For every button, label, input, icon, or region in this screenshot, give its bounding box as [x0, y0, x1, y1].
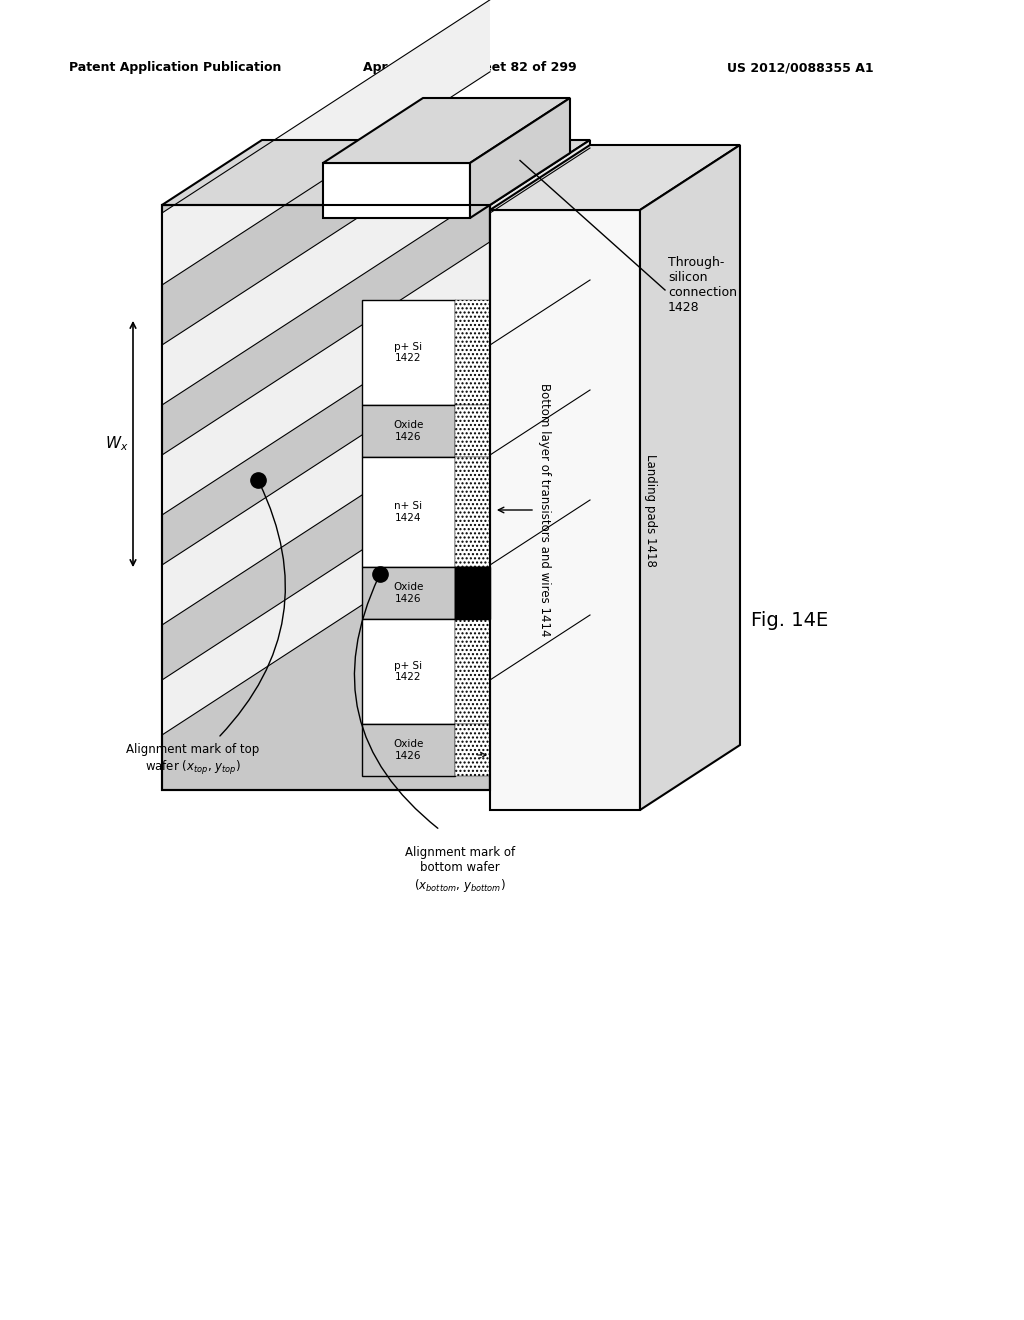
Polygon shape — [470, 98, 570, 218]
Polygon shape — [323, 162, 470, 218]
Bar — [362, 457, 455, 568]
Text: Oxide
1426: Oxide 1426 — [393, 420, 424, 442]
Polygon shape — [162, 140, 590, 205]
Bar — [362, 619, 455, 723]
Bar — [455, 457, 490, 568]
Text: Fig. 14E: Fig. 14E — [752, 610, 828, 630]
Text: Oxide
1426: Oxide 1426 — [393, 582, 424, 603]
Text: p+ Si
1422: p+ Si 1422 — [394, 342, 423, 363]
Polygon shape — [162, 0, 490, 285]
Bar — [455, 619, 490, 723]
Text: Landing pads 1418: Landing pads 1418 — [643, 454, 656, 566]
Polygon shape — [323, 98, 570, 162]
Polygon shape — [490, 145, 740, 210]
Text: n+ Si
1424: n+ Si 1424 — [394, 502, 423, 523]
Polygon shape — [162, 132, 490, 405]
Bar — [455, 568, 490, 619]
Bar — [362, 300, 455, 405]
Polygon shape — [162, 242, 490, 515]
Polygon shape — [640, 145, 740, 810]
Bar — [362, 405, 455, 457]
Bar — [162, 205, 490, 789]
Text: p+ Si
1422: p+ Si 1422 — [394, 661, 423, 682]
Text: $W_x$: $W_x$ — [105, 434, 129, 453]
Text: Alignment mark of
bottom wafer
($x_{bottom}$, $y_{bottom}$): Alignment mark of bottom wafer ($x_{bott… — [404, 846, 515, 894]
Text: Bottom layer of transistors and wires 1414: Bottom layer of transistors and wires 14… — [539, 383, 552, 636]
Polygon shape — [455, 568, 490, 619]
Polygon shape — [490, 210, 640, 810]
Text: Through-
silicon
connection
1428: Through- silicon connection 1428 — [668, 256, 737, 314]
Text: US 2012/0088355 A1: US 2012/0088355 A1 — [727, 62, 873, 74]
Bar — [455, 723, 490, 776]
Text: Apr. 12, 2012  Sheet 82 of 299: Apr. 12, 2012 Sheet 82 of 299 — [364, 62, 577, 74]
Polygon shape — [162, 205, 490, 789]
Text: Oxide
1426: Oxide 1426 — [393, 739, 424, 760]
Text: Alignment mark of top
wafer ($x_{top}$, $y_{top}$): Alignment mark of top wafer ($x_{top}$, … — [126, 743, 260, 776]
Bar — [455, 300, 490, 405]
Bar — [362, 723, 455, 776]
Polygon shape — [162, 352, 490, 624]
Bar — [455, 405, 490, 457]
Text: Patent Application Publication: Patent Application Publication — [69, 62, 282, 74]
Polygon shape — [162, 467, 490, 735]
Polygon shape — [490, 140, 590, 789]
Bar — [362, 568, 455, 619]
